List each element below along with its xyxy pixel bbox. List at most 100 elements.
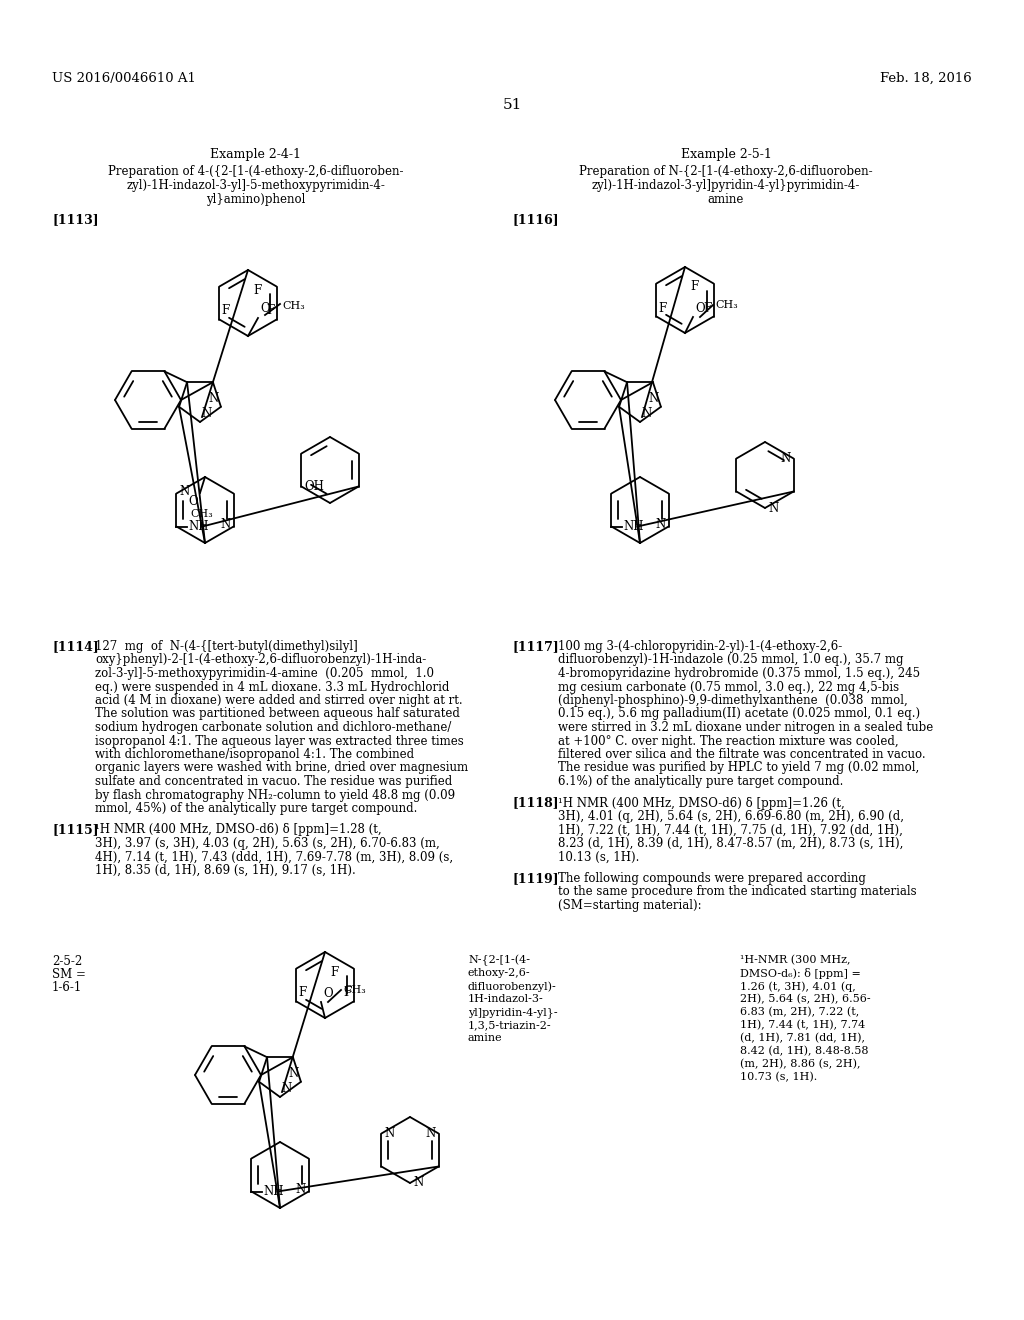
Text: CH₃: CH₃ [282, 301, 305, 312]
Text: 1H), 8.35 (d, 1H), 8.69 (s, 1H), 9.17 (s, 1H).: 1H), 8.35 (d, 1H), 8.69 (s, 1H), 9.17 (s… [95, 865, 355, 876]
Text: F: F [658, 301, 667, 314]
Text: isopropanol 4:1. The aqueous layer was extracted three times: isopropanol 4:1. The aqueous layer was e… [95, 734, 464, 747]
Text: F: F [298, 986, 306, 999]
Text: 1H-indazol-3-: 1H-indazol-3- [468, 994, 544, 1005]
Text: zol-3-yl]-5-methoxypyrimidin-4-amine  (0.205  mmol,  1.0: zol-3-yl]-5-methoxypyrimidin-4-amine (0.… [95, 667, 434, 680]
Text: to the same procedure from the indicated starting materials: to the same procedure from the indicated… [558, 886, 916, 899]
Text: [1116]: [1116] [512, 213, 559, 226]
Text: 3H), 4.01 (q, 2H), 5.64 (s, 2H), 6.69-6.80 (m, 2H), 6.90 (d,: 3H), 4.01 (q, 2H), 5.64 (s, 2H), 6.69-6.… [558, 810, 904, 822]
Text: 1,3,5-triazin-2-: 1,3,5-triazin-2- [468, 1020, 552, 1030]
Text: filtered over silica and the filtrate was concentrated in vacuo.: filtered over silica and the filtrate wa… [558, 748, 926, 762]
Text: 1H), 7.22 (t, 1H), 7.44 (t, 1H), 7.75 (d, 1H), 7.92 (dd, 1H),: 1H), 7.22 (t, 1H), 7.44 (t, 1H), 7.75 (d… [558, 824, 903, 837]
Text: oxy}phenyl)-2-[1-(4-ethoxy-2,6-difluorobenzyl)-1H-inda-: oxy}phenyl)-2-[1-(4-ethoxy-2,6-difluorob… [95, 653, 426, 667]
Text: F: F [690, 281, 698, 293]
Text: zyl)-1H-indazol-3-yl]-5-methoxypyrimidin-4-: zyl)-1H-indazol-3-yl]-5-methoxypyrimidin… [127, 180, 385, 191]
Text: amine: amine [468, 1034, 503, 1043]
Text: (SM=starting material):: (SM=starting material): [558, 899, 701, 912]
Text: OH: OH [304, 480, 325, 492]
Text: 1.26 (t, 3H), 4.01 (q,: 1.26 (t, 3H), 4.01 (q, [740, 981, 856, 991]
Text: 6.83 (m, 2H), 7.22 (t,: 6.83 (m, 2H), 7.22 (t, [740, 1007, 859, 1018]
Text: yl}amino)phenol: yl}amino)phenol [206, 193, 306, 206]
Text: N: N [209, 392, 219, 405]
Text: 8.42 (d, 1H), 8.48-8.58: 8.42 (d, 1H), 8.48-8.58 [740, 1045, 868, 1056]
Text: 2H), 5.64 (s, 2H), 6.56-: 2H), 5.64 (s, 2H), 6.56- [740, 994, 870, 1005]
Text: O: O [188, 495, 198, 508]
Text: F: F [253, 284, 261, 297]
Text: Example 2-5-1: Example 2-5-1 [681, 148, 771, 161]
Text: (diphenyl-phosphino)-9,9-dimethylxanthene  (0.038  mmol,: (diphenyl-phosphino)-9,9-dimethylxanthen… [558, 694, 907, 708]
Text: N: N [413, 1176, 423, 1189]
Text: [1118]: [1118] [512, 796, 559, 809]
Text: difluorobenzyl)-1H-indazole (0.25 mmol, 1.0 eq.), 35.7 mg: difluorobenzyl)-1H-indazole (0.25 mmol, … [558, 653, 903, 667]
Text: 2-5-2: 2-5-2 [52, 954, 82, 968]
Text: yl]pyridin-4-yl}-: yl]pyridin-4-yl}- [468, 1007, 558, 1018]
Text: NH: NH [188, 520, 209, 533]
Text: F: F [221, 305, 229, 318]
Text: SM =: SM = [52, 968, 86, 981]
Text: zyl)-1H-indazol-3-yl]pyridin-4-yl}pyrimidin-4-: zyl)-1H-indazol-3-yl]pyridin-4-yl}pyrimi… [592, 180, 860, 191]
Text: sodium hydrogen carbonate solution and dichloro-methane/: sodium hydrogen carbonate solution and d… [95, 721, 452, 734]
Text: [1113]: [1113] [52, 213, 98, 226]
Text: organic layers were washed with brine, dried over magnesium: organic layers were washed with brine, d… [95, 762, 468, 775]
Text: N: N [281, 1082, 291, 1096]
Text: [1114]: [1114] [52, 640, 98, 653]
Text: O: O [323, 987, 333, 1001]
Text: N: N [780, 451, 791, 465]
Text: F: F [703, 301, 712, 314]
Text: N: N [641, 407, 651, 420]
Text: [1119]: [1119] [512, 873, 559, 884]
Text: (m, 2H), 8.86 (s, 2H),: (m, 2H), 8.86 (s, 2H), [740, 1059, 860, 1069]
Text: difluorobenzyl)-: difluorobenzyl)- [468, 981, 557, 991]
Text: Preparation of 4-({2-[1-(4-ethoxy-2,6-difluoroben-: Preparation of 4-({2-[1-(4-ethoxy-2,6-di… [109, 165, 403, 178]
Text: N: N [768, 502, 778, 515]
Text: sulfate and concentrated in vacuo. The residue was purified: sulfate and concentrated in vacuo. The r… [95, 775, 453, 788]
Text: N: N [295, 1183, 305, 1196]
Text: 1H), 7.44 (t, 1H), 7.74: 1H), 7.44 (t, 1H), 7.74 [740, 1020, 865, 1031]
Text: 0.15 eq.), 5.6 mg palladium(II) acetate (0.025 mmol, 0.1 eq.): 0.15 eq.), 5.6 mg palladium(II) acetate … [558, 708, 921, 721]
Text: [1115]: [1115] [52, 824, 98, 837]
Text: US 2016/0046610 A1: US 2016/0046610 A1 [52, 73, 196, 84]
Text: The solution was partitioned between aqueous half saturated: The solution was partitioned between aqu… [95, 708, 460, 721]
Text: eq.) were suspended in 4 mL dioxane. 3.3 mL Hydrochlorid: eq.) were suspended in 4 mL dioxane. 3.3… [95, 681, 450, 693]
Text: acid (4 M in dioxane) were added and stirred over night at rt.: acid (4 M in dioxane) were added and sti… [95, 694, 463, 708]
Text: 1-6-1: 1-6-1 [52, 981, 82, 994]
Text: O: O [260, 302, 269, 315]
Text: N: N [655, 517, 666, 531]
Text: 6.1%) of the analytically pure target compound.: 6.1%) of the analytically pure target co… [558, 775, 844, 788]
Text: CH₃: CH₃ [343, 985, 366, 995]
Text: 10.73 (s, 1H).: 10.73 (s, 1H). [740, 1072, 817, 1082]
Text: F: F [330, 965, 338, 978]
Text: NH: NH [624, 520, 644, 533]
Text: N: N [179, 484, 189, 498]
Text: were stirred in 3.2 mL dioxane under nitrogen in a sealed tube: were stirred in 3.2 mL dioxane under nit… [558, 721, 933, 734]
Text: CH₃: CH₃ [715, 300, 737, 310]
Text: by flash chromatography NH₂-column to yield 48.8 mg (0.09: by flash chromatography NH₂-column to yi… [95, 788, 455, 801]
Text: 51: 51 [503, 98, 521, 112]
Text: 8.23 (d, 1H), 8.39 (d, 1H), 8.47-8.57 (m, 2H), 8.73 (s, 1H),: 8.23 (d, 1H), 8.39 (d, 1H), 8.47-8.57 (m… [558, 837, 903, 850]
Text: [1117]: [1117] [512, 640, 559, 653]
Text: 100 mg 3-(4-chloropyridin-2-yl)-1-(4-ethoxy-2,6-: 100 mg 3-(4-chloropyridin-2-yl)-1-(4-eth… [558, 640, 843, 653]
Text: 10.13 (s, 1H).: 10.13 (s, 1H). [558, 850, 639, 863]
Text: 4H), 7.14 (t, 1H), 7.43 (ddd, 1H), 7.69-7.78 (m, 3H), 8.09 (s,: 4H), 7.14 (t, 1H), 7.43 (ddd, 1H), 7.69-… [95, 850, 454, 863]
Text: mmol, 45%) of the analytically pure target compound.: mmol, 45%) of the analytically pure targ… [95, 803, 418, 814]
Text: N-{2-[1-(4-: N-{2-[1-(4- [468, 954, 530, 966]
Text: The residue was purified by HPLC to yield 7 mg (0.02 mmol,: The residue was purified by HPLC to yiel… [558, 762, 920, 775]
Text: F: F [343, 986, 351, 999]
Text: N: N [289, 1067, 299, 1080]
Text: ¹H NMR (400 MHz, DMSO-d6) δ [ppm]=1.26 (t,: ¹H NMR (400 MHz, DMSO-d6) δ [ppm]=1.26 (… [558, 796, 845, 809]
Text: The following compounds were prepared according: The following compounds were prepared ac… [558, 873, 866, 884]
Text: ¹H NMR (400 MHz, DMSO-d6) δ [ppm]=1.28 (t,: ¹H NMR (400 MHz, DMSO-d6) δ [ppm]=1.28 (… [95, 824, 382, 837]
Text: N: N [648, 392, 658, 405]
Text: Preparation of N-{2-[1-(4-ethoxy-2,6-difluoroben-: Preparation of N-{2-[1-(4-ethoxy-2,6-dif… [580, 165, 872, 178]
Text: NH: NH [263, 1185, 284, 1199]
Text: amine: amine [708, 193, 744, 206]
Text: Feb. 18, 2016: Feb. 18, 2016 [881, 73, 972, 84]
Text: DMSO-d₆): δ [ppm] =: DMSO-d₆): δ [ppm] = [740, 968, 861, 979]
Text: mg cesium carbonate (0.75 mmol, 3.0 eq.), 22 mg 4,5-bis: mg cesium carbonate (0.75 mmol, 3.0 eq.)… [558, 681, 899, 693]
Text: N: N [425, 1127, 435, 1140]
Text: ¹H-NMR (300 MHz,: ¹H-NMR (300 MHz, [740, 954, 851, 965]
Text: 127  mg  of  N-(4-{[tert-butyl(dimethyl)silyl]: 127 mg of N-(4-{[tert-butyl(dimethyl)sil… [95, 640, 357, 653]
Text: (d, 1H), 7.81 (dd, 1H),: (d, 1H), 7.81 (dd, 1H), [740, 1034, 865, 1043]
Text: N: N [384, 1127, 394, 1140]
Text: N: N [220, 517, 230, 531]
